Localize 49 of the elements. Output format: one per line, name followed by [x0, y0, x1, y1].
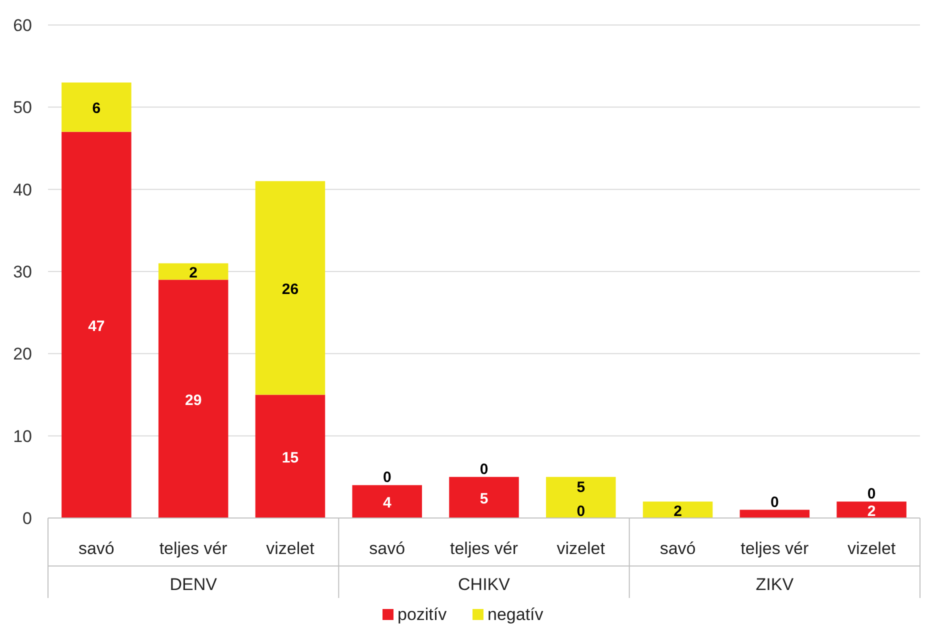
bar	[352, 485, 422, 518]
bar	[158, 280, 228, 518]
data-label: 0	[867, 486, 876, 503]
x-tick-label: vizelet	[556, 539, 606, 558]
data-label: 6	[92, 100, 101, 118]
y-tick-label: 20	[13, 344, 32, 364]
x-tick-label: vizelet	[847, 539, 896, 558]
bar	[449, 476, 519, 518]
data-label: 2	[189, 264, 198, 282]
x-tick-label: savó	[78, 539, 114, 558]
data-label: 5	[480, 490, 488, 508]
legend-label: pozitív	[398, 605, 448, 624]
data-label: 47	[88, 318, 105, 335]
bar	[642, 502, 713, 518]
bar	[546, 476, 616, 518]
data-label: 26	[282, 280, 299, 298]
bar	[62, 132, 132, 518]
x-tick-label: teljes vér	[450, 539, 518, 558]
data-label: 0	[382, 469, 392, 486]
data-label: 2	[867, 502, 876, 520]
bar	[158, 263, 228, 280]
y-tick-label: 30	[13, 262, 32, 282]
data-label: 0	[770, 494, 779, 511]
x-tick-label: savó	[660, 539, 696, 558]
data-label: 2	[674, 502, 682, 520]
data-label: 0	[480, 460, 488, 478]
x-tick-label: vizelet	[266, 539, 315, 558]
data-label: 15	[282, 449, 299, 466]
y-tick-label: 0	[22, 509, 32, 528]
text: CHIKV	[458, 575, 511, 594]
bar	[255, 394, 326, 518]
x-tick-label: savó	[369, 539, 406, 558]
data-label: 4	[382, 494, 392, 512]
y-tick-label: 50	[13, 98, 32, 118]
y-tick-label: 10	[13, 426, 32, 446]
text: DENV	[170, 575, 218, 594]
bar	[740, 510, 810, 518]
data-label: 0	[576, 503, 586, 520]
y-tick-label: 40	[13, 180, 32, 200]
x-tick-label: teljes vér	[740, 539, 810, 558]
x-tick-label: teljes vér	[159, 539, 228, 558]
bar	[836, 502, 906, 518]
bar	[255, 181, 326, 395]
data-label: 29	[184, 392, 202, 409]
bar	[62, 82, 132, 132]
legend-label: negatív	[488, 605, 544, 624]
text: ZIKV	[756, 575, 794, 594]
y-tick-label: 60	[13, 16, 32, 35]
data-label: 5	[576, 478, 586, 496]
